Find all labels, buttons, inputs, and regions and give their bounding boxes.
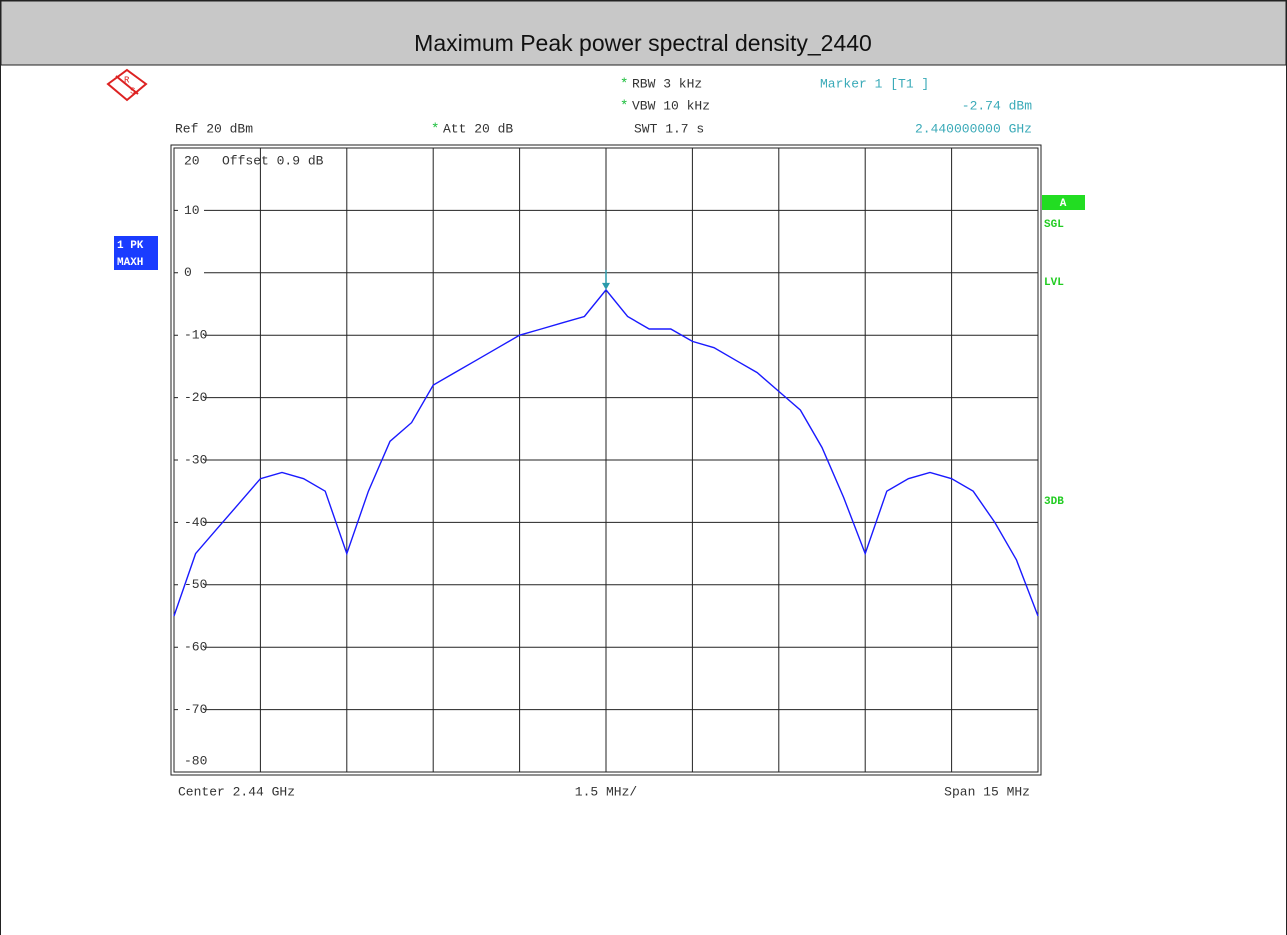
logo-r: R (124, 75, 130, 85)
tick-label-bg (178, 453, 204, 467)
y-tick-label: -30 (184, 452, 207, 467)
logo: R S (106, 68, 148, 102)
tick-label-bg (178, 154, 204, 168)
vbw: VBW 10 kHz (632, 98, 710, 113)
trace-box (114, 236, 158, 270)
x-division: 1.5 MHz/ (575, 784, 638, 799)
status-sgl: SGL (1044, 219, 1064, 231)
status-lvl: LVL (1044, 277, 1064, 289)
att: Att 20 dB (443, 121, 513, 136)
x-span: Span 15 MHz (944, 784, 1030, 799)
marker-label: Marker 1 [T1 ] (820, 76, 929, 91)
tick-label-bg (178, 515, 204, 530)
y-tick-label: -20 (184, 390, 207, 405)
tick-label-bg (178, 754, 204, 768)
logo-stroke (115, 75, 139, 95)
marker-level: -2.74 dBm (962, 98, 1032, 113)
logo-s: S (130, 86, 135, 96)
y-tick-label: -50 (184, 577, 207, 592)
x-center: Center 2.44 GHz (178, 784, 295, 799)
y-tick-label: -60 (184, 640, 207, 655)
flag: * (620, 77, 628, 93)
tick-label-bg (178, 577, 204, 592)
trace (173, 288, 1039, 617)
tick-label-bg (178, 328, 204, 343)
y-tick-label: -70 (184, 702, 207, 717)
ref: Ref 20 dBm (175, 121, 253, 136)
y-tick-label: 10 (184, 203, 200, 218)
marker (602, 282, 610, 290)
status-a: A (1060, 198, 1067, 210)
swt: SWT 1.7 s (634, 121, 704, 136)
y-tick-label: 20 (184, 153, 200, 168)
tick-label-bg (178, 640, 204, 655)
trace-label: MAXH (117, 257, 143, 269)
tick-label-bg (178, 390, 204, 405)
y-tick-label: -10 (184, 328, 207, 343)
y-tick-label: -40 (184, 515, 207, 530)
flag: * (431, 122, 439, 138)
rbw: RBW 3 kHz (632, 76, 702, 91)
trace-label: 1 PK (117, 240, 144, 252)
title-bar (0, 0, 1287, 66)
tick-label-bg (178, 203, 204, 218)
marker-frequency: 2.440000000 GHz (915, 121, 1032, 136)
offset: Offset 0.9 dB (222, 153, 324, 168)
status-3db: 3DB (1044, 496, 1064, 508)
tick-label-bg (178, 265, 204, 280)
y-tick-label: -80 (184, 753, 207, 768)
status-box (1042, 195, 1085, 210)
chart-title: Maximum Peak power spectral density_2440 (414, 30, 872, 56)
outer-frame (170, 144, 1042, 776)
y-tick-label: 0 (184, 265, 192, 280)
tick-label-bg (178, 702, 204, 717)
flag: * (620, 99, 628, 115)
